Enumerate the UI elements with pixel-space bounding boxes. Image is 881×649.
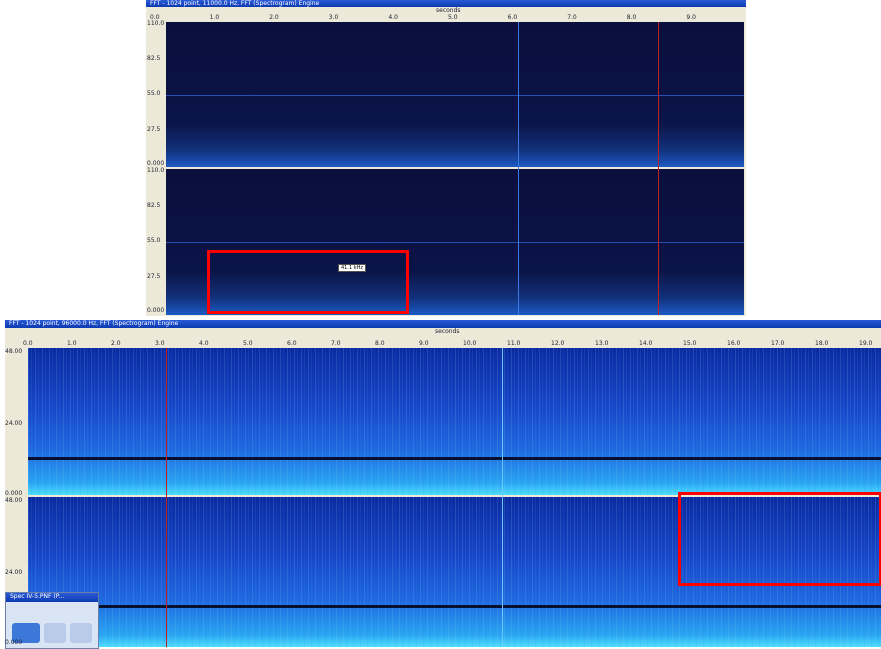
cursor <box>502 348 503 647</box>
tick-label: 48.00 <box>5 348 23 355</box>
tick-label: 13.0 <box>595 340 609 347</box>
spectrogram-panel <box>28 348 881 495</box>
tick-label: 2.0 <box>111 340 121 347</box>
line <box>166 242 744 243</box>
tick-label: 18.0 <box>815 340 829 347</box>
tick-label: 0.000 <box>5 639 23 646</box>
cursor <box>518 22 519 315</box>
line <box>28 457 881 460</box>
tick-label: 1.0 <box>209 14 220 21</box>
time-axis: seconds <box>5 328 881 348</box>
axis-label: seconds <box>436 7 461 14</box>
tick-label: 3.0 <box>328 14 339 21</box>
top-window: FFT - 1024 point, 11000.0 Hz, FFT (Spect… <box>146 0 746 316</box>
tick-label: 110.0 <box>147 167 165 174</box>
tick-label: 2.0 <box>269 14 279 21</box>
tick-label: 5.0 <box>243 340 253 347</box>
tick-label: 5.0 <box>448 14 458 21</box>
cursor <box>658 22 659 315</box>
tick-label: 6.0 <box>287 340 297 347</box>
tick-label: 48.00 <box>5 497 23 504</box>
spectrogram-panel <box>28 497 881 647</box>
tick-label: 8.0 <box>626 14 637 21</box>
tick-label: 4.0 <box>388 14 398 21</box>
tick-label: 7.0 <box>567 14 577 21</box>
tick-label: 4.0 <box>199 340 209 347</box>
tick-label: 55.0 <box>147 90 161 97</box>
tick-label: 0.000 <box>5 490 23 497</box>
popup-window: Spec IV-5.PNF (P... <box>5 592 99 649</box>
title-bar: FFT - 1024 point, 96000.0 Hz, FFT (Spect… <box>5 320 881 328</box>
bottom-window: FFT - 1024 point, 96000.0 Hz, FFT (Spect… <box>5 320 881 649</box>
tick-label: 9.0 <box>419 340 429 347</box>
time-axis: seconds <box>146 7 746 22</box>
spectrogram-panel <box>166 22 744 167</box>
tick-label: 7.0 <box>331 340 341 347</box>
tick-label: 10.0 <box>463 340 477 347</box>
tick-label: 27.5 <box>147 126 161 133</box>
title-bar: FFT - 1024 point, 11000.0 Hz, FFT (Spect… <box>146 0 746 7</box>
axis-label: seconds <box>435 328 460 335</box>
tick-label: 11.0 <box>507 340 521 347</box>
tick-label: 9.0 <box>686 14 696 21</box>
tick-label: 0.000 <box>147 160 165 167</box>
popup-title: Spec IV-5.PNF (P... <box>6 593 98 602</box>
tick-label: 82.5 <box>147 55 161 62</box>
tick-label: 0.0 <box>150 14 160 21</box>
line <box>28 605 881 608</box>
tick-label: 82.5 <box>147 202 161 209</box>
tick-label: 12.0 <box>551 340 565 347</box>
tick-label: 24.00 <box>5 420 23 427</box>
tick-label: 0.0 <box>23 340 33 347</box>
tick-label: 24.00 <box>5 569 23 576</box>
tick-label: 110.0 <box>147 20 165 27</box>
tick-label: 3.0 <box>155 340 165 347</box>
button[interactable] <box>12 623 40 643</box>
tooltip: 41.1 kHz <box>338 264 367 272</box>
tick-label: 19.0 <box>859 340 873 347</box>
button[interactable] <box>70 623 92 643</box>
tick-label: 1.0 <box>67 340 77 347</box>
tick-label: 17.0 <box>771 340 785 347</box>
highlight-box <box>678 492 881 586</box>
tick-label: 0.000 <box>147 307 165 314</box>
tick-label: 8.0 <box>375 340 385 347</box>
cursor <box>166 348 167 647</box>
tick-label: 27.5 <box>147 273 161 280</box>
tick-label: 14.0 <box>639 340 653 347</box>
tick-label: 15.0 <box>683 340 697 347</box>
tick-label: 6.0 <box>507 14 518 21</box>
tick-label: 16.0 <box>727 340 741 347</box>
line <box>166 95 744 96</box>
tick-label: 55.0 <box>147 237 161 244</box>
highlight-box <box>207 250 409 314</box>
button[interactable] <box>44 623 66 643</box>
